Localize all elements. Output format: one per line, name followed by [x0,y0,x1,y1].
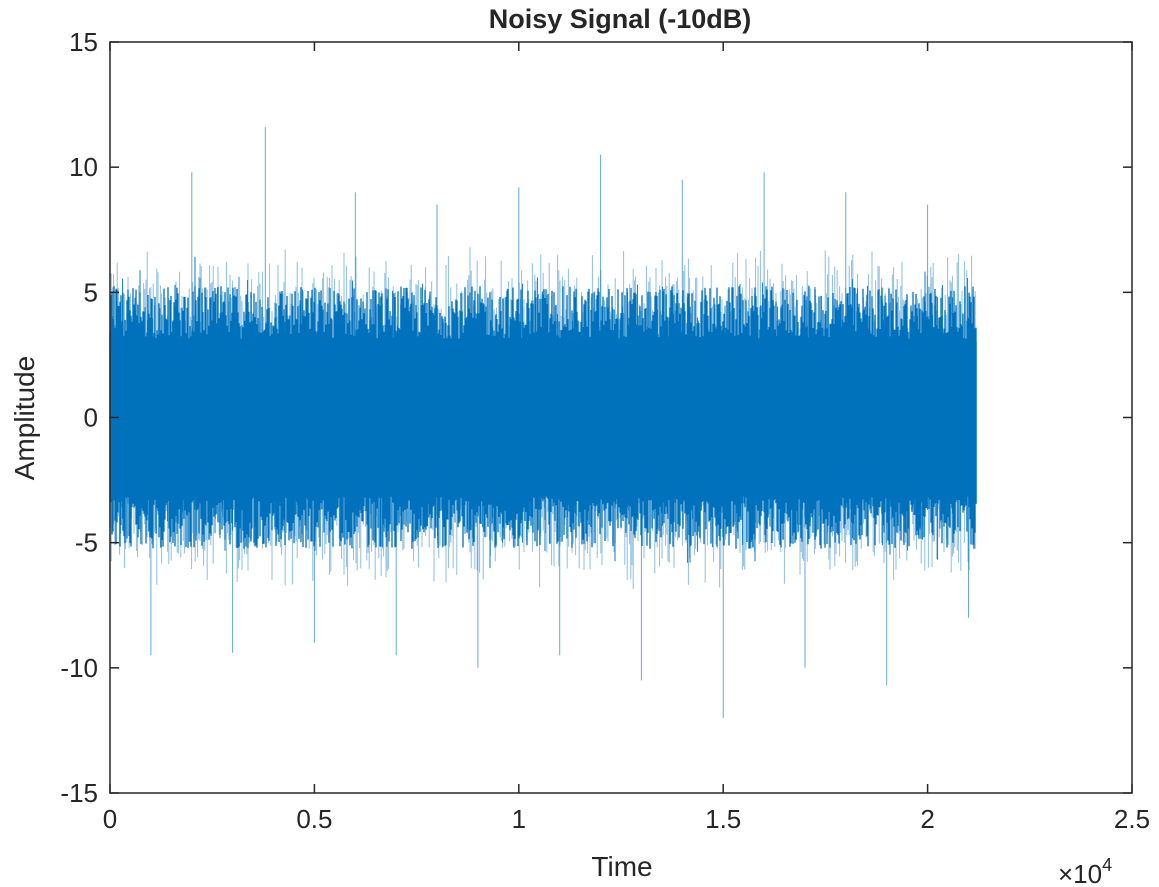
y-tick-label: -10 [60,653,98,683]
x-tick-label: 1.5 [705,804,741,834]
x-exponent-power: 4 [1102,855,1112,875]
x-tick-label: 0.5 [296,804,332,834]
signal-trace [109,127,977,718]
y-tick-label: -15 [60,778,98,808]
y-tick-label: 10 [69,152,98,182]
x-exponent-base: ×10 [1058,859,1102,887]
x-exponent-label: ×104 [1058,855,1112,887]
y-tick-label: 15 [69,27,98,57]
y-tick-label: 0 [84,403,98,433]
chart-title: Noisy Signal (-10dB) [489,4,752,34]
x-tick-label: 0 [103,804,117,834]
y-tick-label: 5 [84,277,98,307]
x-tick-label: 2 [920,804,934,834]
axis-ticks: 0 0.5 1 1.5 2 2.5 -15 -10 -5 0 5 10 15 [60,27,1150,834]
x-tick-label: 1 [512,804,526,834]
x-tick-label: 2.5 [1114,804,1150,834]
x-axis-label: Time [591,851,652,882]
y-axis-label: Amplitude [9,356,40,481]
y-tick-label: -5 [75,528,98,558]
